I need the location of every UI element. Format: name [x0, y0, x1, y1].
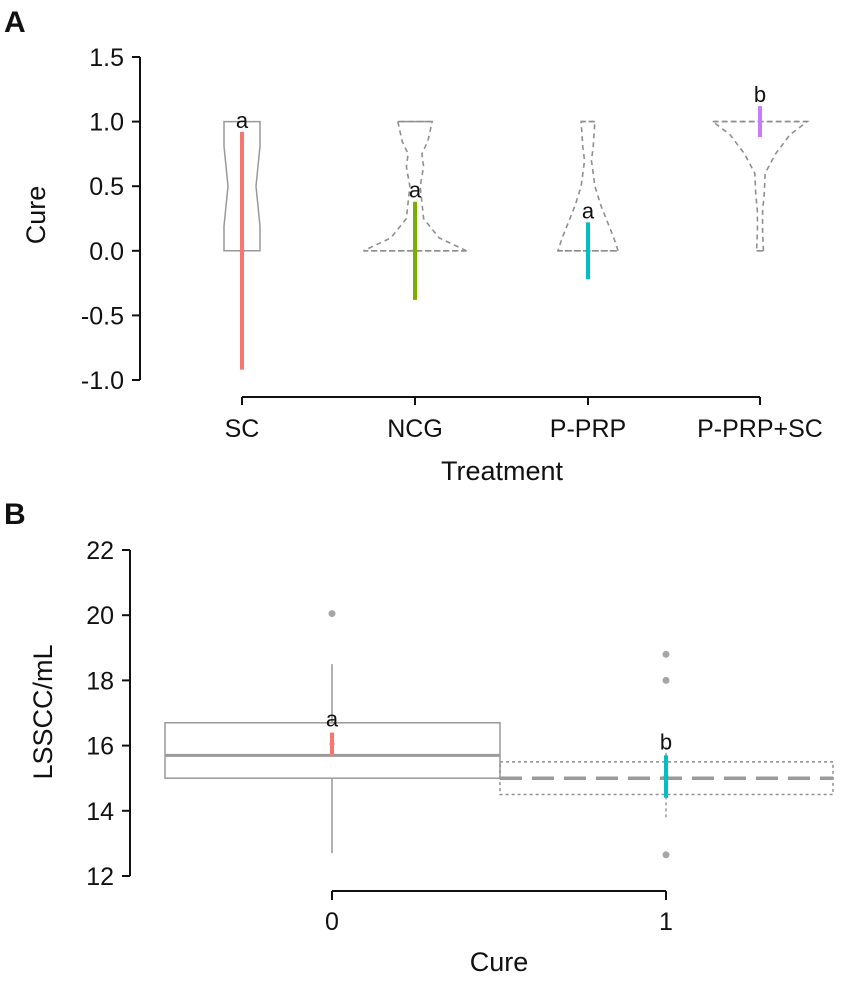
outlier-point	[328, 610, 336, 618]
panel-a-x-tick-label: NCG	[387, 415, 443, 443]
panel-b-y-tick-label: 20	[86, 602, 114, 630]
outlier-point	[662, 676, 670, 684]
panel-a-x-tick-label: P-PRP	[550, 415, 626, 443]
violin-shape	[223, 120, 261, 252]
panel-b-y-tick-label: 18	[86, 667, 114, 695]
panel-a-letter: A	[4, 6, 26, 39]
panel-b-x-axis-title: Cure	[470, 947, 529, 977]
panel-b-y-ticks: 12 14 16 18 20 22	[86, 537, 130, 891]
panel-b-x-tick-label: 1	[659, 908, 673, 936]
panel-b-y-tick-label: 22	[86, 537, 114, 565]
panel-a-y-tick-label: -0.5	[81, 302, 124, 330]
outlier-point	[662, 851, 670, 859]
mean-point	[585, 248, 591, 254]
outlier-point	[662, 650, 670, 658]
panel-a-y-tick-label: -1.0	[81, 367, 124, 395]
panel-b-letter: B	[4, 498, 26, 531]
mean-point	[663, 774, 669, 780]
mean-point	[239, 248, 245, 254]
significance-letter: a	[409, 178, 422, 203]
panel-a-y-axis-title: Cure	[21, 186, 51, 245]
panel-a-x-axis-title: Treatment	[441, 456, 564, 486]
mean-point	[329, 741, 335, 747]
significance-letter: b	[754, 82, 766, 107]
significance-letter: b	[660, 729, 672, 754]
box-iqr	[164, 722, 501, 779]
panel-b-x-tick-label: 0	[325, 908, 339, 936]
panel-a-y-tick-label: 0.5	[89, 173, 124, 201]
panel-b-y-tick-label: 14	[86, 798, 114, 826]
panel-b-y-tick-label: 16	[86, 733, 114, 761]
panel-a-x-tick-label: P-PRP+SC	[697, 415, 823, 443]
panel-b-plot-area: ab	[164, 610, 834, 859]
significance-letter: a	[236, 108, 249, 133]
mean-point	[412, 248, 418, 254]
panel-a-y-tick-label: 1.5	[89, 44, 124, 72]
significance-letter: a	[326, 707, 339, 732]
violin-shape	[710, 120, 810, 252]
panel-b-y-axis-title: LSSCC/mL	[28, 644, 58, 779]
mean-point	[757, 119, 763, 125]
significance-letter: a	[582, 198, 595, 223]
panel-a-y-tick-label: 0.0	[89, 238, 124, 266]
violin-shape	[363, 120, 467, 252]
panel-a-y-tick-label: 1.0	[89, 109, 124, 137]
panel-b-y-tick-label: 12	[86, 863, 114, 891]
panel-a-plot-area: a a a b	[223, 82, 810, 370]
panel-a-x-tick-label: SC	[225, 415, 260, 443]
panel-a: A -1.0 -0.5 0.0 0.5 1.0 1.5 SC NCG P-PRP P-PR…	[4, 6, 823, 486]
panel-a-y-ticks: -1.0 -0.5 0.0 0.5 1.0 1.5	[81, 44, 140, 395]
